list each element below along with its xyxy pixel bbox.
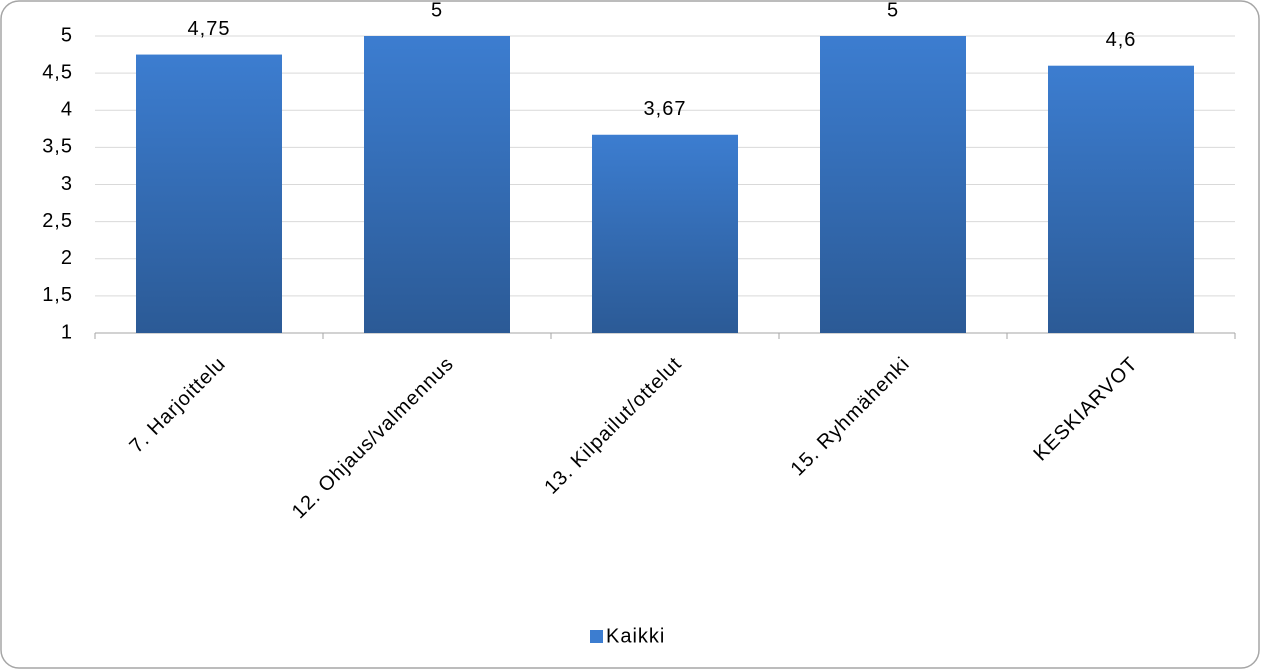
data-label: 4,6 bbox=[1106, 29, 1137, 51]
data-label: 5 bbox=[887, 0, 899, 21]
y-tick-label: 3 bbox=[61, 173, 73, 195]
bar-shade bbox=[136, 54, 282, 333]
y-tick-label: 4,5 bbox=[42, 61, 73, 83]
bar-shade bbox=[1048, 65, 1194, 333]
data-label: 4,75 bbox=[188, 18, 231, 40]
y-tick-label: 1,5 bbox=[42, 284, 73, 306]
legend-label: Kaikki bbox=[606, 625, 665, 647]
y-tick-label: 2,5 bbox=[42, 210, 73, 232]
y-tick-label: 1 bbox=[61, 321, 73, 343]
y-tick-label: 2 bbox=[61, 247, 73, 269]
bar-shade bbox=[592, 134, 738, 333]
y-tick-label: 3,5 bbox=[42, 136, 73, 158]
bar-shade bbox=[820, 36, 966, 333]
y-tick-label: 5 bbox=[61, 24, 73, 46]
data-label: 3,67 bbox=[644, 98, 687, 120]
y-tick-label: 4 bbox=[61, 99, 73, 121]
legend-swatch bbox=[590, 630, 603, 643]
bar-shade bbox=[364, 36, 510, 333]
data-label: 5 bbox=[431, 0, 443, 21]
